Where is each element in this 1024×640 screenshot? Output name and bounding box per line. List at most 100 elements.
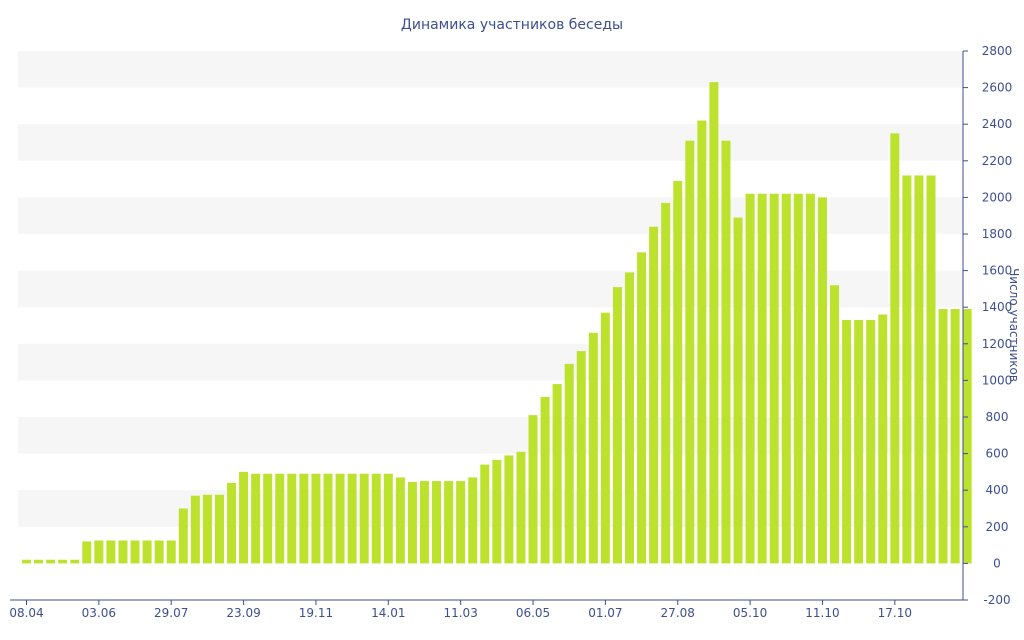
bar [227, 482, 237, 564]
bar [480, 464, 490, 564]
bar [118, 540, 128, 564]
bar [962, 309, 972, 564]
x-tick-label: 19.11 [299, 606, 333, 620]
y-tick-label: 1000 [982, 373, 1013, 387]
bar [82, 541, 92, 564]
y-tick-label: 2000 [982, 190, 1013, 204]
bar [407, 481, 417, 564]
y-tick-label: 1600 [982, 264, 1013, 278]
grid-band [18, 270, 963, 308]
bar [106, 540, 116, 564]
y-tick-label: 2800 [982, 44, 1013, 58]
grid-band [18, 124, 963, 161]
bar [46, 559, 56, 564]
bar [830, 285, 840, 564]
bar [34, 559, 44, 564]
bar [793, 193, 803, 564]
bar [492, 460, 502, 564]
bar [70, 559, 80, 564]
bar [58, 559, 68, 564]
bar [456, 481, 466, 564]
bar [311, 473, 321, 564]
bar [347, 473, 357, 564]
x-tick-label: 03.06 [82, 606, 116, 620]
y-tick-label: 200 [986, 520, 1009, 534]
bar [588, 332, 598, 564]
bar [166, 540, 176, 564]
bar [383, 473, 393, 564]
x-tick-label: 01.07 [588, 606, 622, 620]
bar [661, 202, 671, 564]
bar [805, 193, 815, 564]
bar [854, 320, 864, 564]
y-axis: -200 0 200 400 600 800 1000 1200 1400 1600 1800 200… [962, 44, 1013, 607]
bar [914, 175, 924, 564]
x-tick-label: 11.10 [805, 606, 839, 620]
bar [239, 471, 249, 564]
bar [251, 473, 261, 564]
bar [769, 193, 779, 564]
bar [745, 193, 755, 564]
bar [781, 193, 791, 564]
bar [817, 197, 827, 564]
bar [335, 473, 345, 564]
grid-band [18, 197, 963, 234]
bar [154, 540, 164, 564]
bar [697, 120, 707, 564]
y-tick-label: -200 [983, 593, 1010, 607]
bar [504, 455, 514, 564]
bar [528, 415, 538, 564]
bar [275, 473, 285, 564]
x-tick-label: 11.03 [443, 606, 477, 620]
bar [323, 473, 333, 564]
bar [721, 140, 731, 564]
x-tick-label: 29.07 [154, 606, 188, 620]
bar [890, 133, 900, 564]
grid-band [18, 417, 963, 454]
x-tick-label: 17.10 [878, 606, 912, 620]
y-tick-label: 800 [986, 410, 1009, 424]
x-tick-label: 14.01 [371, 606, 405, 620]
chart-title: Динамика участников беседы [401, 17, 623, 33]
bar [540, 396, 550, 564]
grid-band [18, 490, 963, 527]
x-tick-label: 27.08 [661, 606, 695, 620]
bar [926, 175, 936, 564]
bar [938, 309, 948, 564]
grid-bands [18, 51, 963, 527]
x-tick-label: 23.09 [226, 606, 260, 620]
y-tick-label: 400 [986, 483, 1009, 497]
bar [637, 252, 647, 564]
bar [612, 287, 622, 564]
bar [287, 473, 297, 564]
bar [468, 477, 478, 564]
bar [600, 312, 610, 564]
bar [419, 481, 429, 564]
bar [649, 226, 659, 564]
bar [842, 320, 852, 564]
bar [950, 309, 960, 564]
bar [685, 140, 695, 564]
bar [878, 314, 888, 564]
y-tick-label: 1400 [982, 300, 1013, 314]
x-axis: 08.04 03.06 29.07 23.09 19.11 14.01 11.03 06.05… [9, 599, 963, 620]
bar [432, 481, 442, 564]
bar [94, 540, 104, 564]
y-tick-label: 1800 [982, 227, 1013, 241]
bar [564, 363, 574, 564]
bar [142, 540, 152, 564]
bar [673, 180, 683, 564]
bars [22, 82, 972, 564]
bar [576, 351, 586, 564]
bar [866, 320, 876, 564]
y-tick-label: 2400 [982, 117, 1013, 131]
bar [359, 473, 369, 564]
bar [625, 272, 634, 564]
y-tick-label: 600 [986, 447, 1009, 461]
grid-band [18, 51, 963, 88]
bar [214, 494, 224, 564]
bar [22, 559, 31, 564]
y-tick-label: 1200 [982, 337, 1013, 351]
bar [733, 217, 743, 564]
